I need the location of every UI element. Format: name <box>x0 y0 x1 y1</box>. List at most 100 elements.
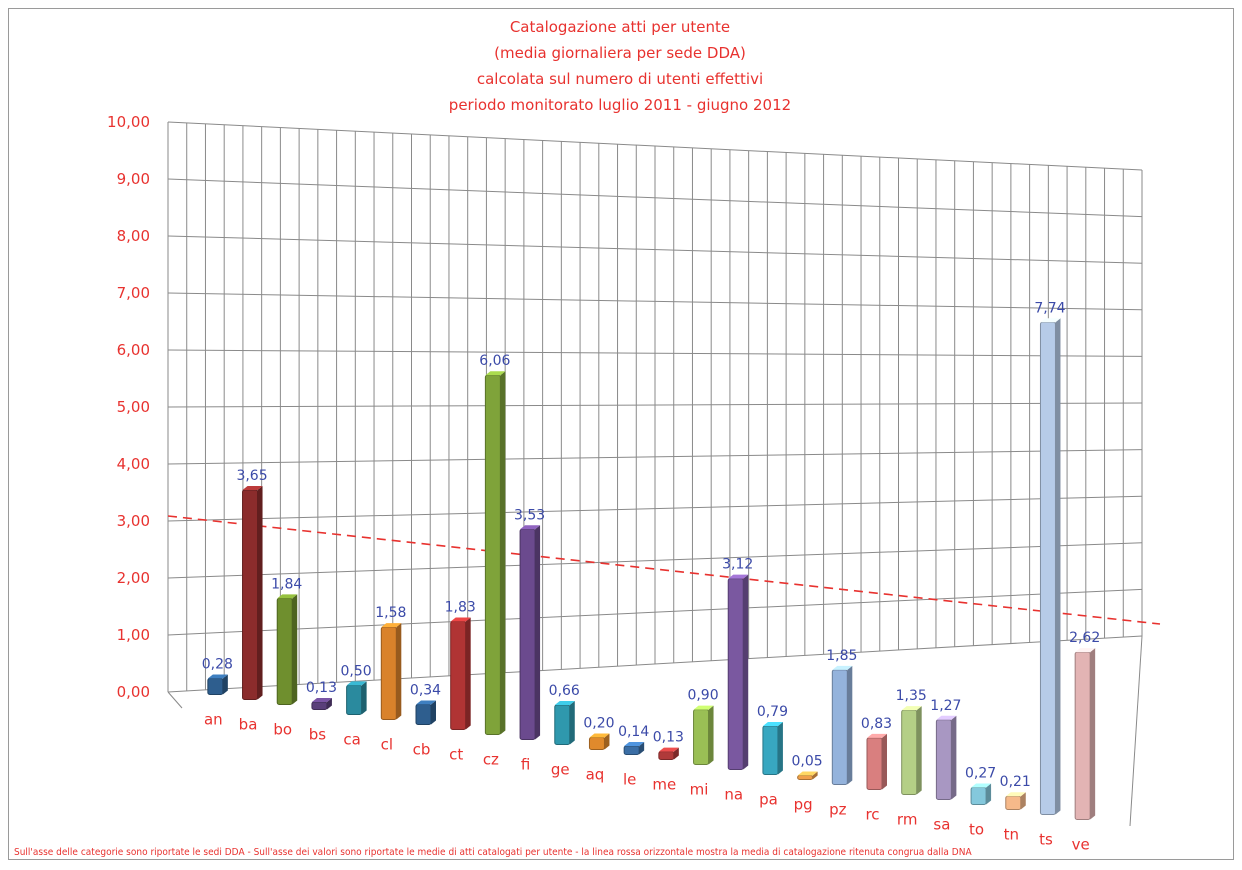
bar-side <box>569 701 575 745</box>
bar-top <box>1075 648 1096 653</box>
x-tick-label: ct <box>449 746 463 764</box>
bar-side <box>673 747 679 760</box>
value-label: 3,65 <box>236 468 267 484</box>
bar-top <box>971 783 992 788</box>
bar-top <box>936 715 957 720</box>
bar-side <box>1055 318 1061 815</box>
bar-top <box>589 733 610 738</box>
bar-side <box>1090 648 1096 820</box>
bar-top <box>901 706 922 711</box>
x-tick-label: mi <box>690 781 709 799</box>
bar-front <box>554 704 571 745</box>
value-labels: 0,283,651,840,130,501,580,341,836,063,53… <box>202 300 1100 790</box>
y-tick-label: 3,00 <box>117 512 150 530</box>
bar-top <box>381 623 402 628</box>
bar-le <box>623 742 645 755</box>
value-label: 1,83 <box>445 599 476 615</box>
title-line-3: calcolata sul numero di utenti effettivi <box>476 70 764 88</box>
y-tick-label: 4,00 <box>117 455 150 473</box>
bar-rm <box>901 706 922 796</box>
bar-front <box>380 626 397 721</box>
y-axis-ticks: 0,00 1,00 2,00 3,00 4,00 5,00 6,00 7,00 8,00 9,00… <box>107 113 150 701</box>
bar-side <box>708 705 714 765</box>
bar-side <box>777 721 783 775</box>
bar-front <box>415 704 432 726</box>
bar-side <box>812 771 818 780</box>
x-tick-label: fi <box>521 756 530 774</box>
bar-tn <box>1005 792 1026 811</box>
bar-front <box>831 669 848 785</box>
bar-top <box>450 617 471 622</box>
bar-side <box>535 525 541 740</box>
title-line-2: (media giornaliera per sede DDA) <box>494 44 746 62</box>
bar-top <box>242 485 263 490</box>
y-tick-label: 6,00 <box>117 341 150 359</box>
value-label: 0,66 <box>549 683 580 699</box>
x-tick-label: pg <box>794 796 813 814</box>
x-tick-label: bo <box>273 721 292 739</box>
bar-top <box>485 371 506 376</box>
bar-side <box>1020 792 1026 810</box>
bar-bo <box>276 594 298 705</box>
bar-front <box>242 489 259 700</box>
x-tick-label: ca <box>343 731 360 749</box>
bar-front <box>519 528 536 740</box>
bar-side <box>604 733 610 750</box>
x-tick-label: to <box>969 821 984 839</box>
bar-top <box>693 705 714 710</box>
bar-front <box>866 737 883 791</box>
x-tick-label: aq <box>586 766 605 784</box>
y-tick-label: 10,00 <box>107 113 150 131</box>
bar-ba <box>242 485 263 700</box>
bar-rc <box>866 733 887 791</box>
bar-side <box>847 665 853 785</box>
value-label: 0,27 <box>965 765 996 781</box>
value-label: 1,35 <box>896 688 927 704</box>
bar-top <box>728 574 749 579</box>
bar-pz <box>831 665 853 785</box>
bar-side <box>916 706 922 795</box>
x-tick-label: le <box>623 771 636 789</box>
bar-me <box>658 747 679 760</box>
bar-side <box>639 742 645 755</box>
bar-front <box>901 709 918 796</box>
x-tick-label: ts <box>1039 831 1053 849</box>
bar-front <box>1074 651 1091 820</box>
bar-front <box>623 745 640 755</box>
x-tick-label: cb <box>413 741 431 759</box>
bar-top <box>832 665 853 670</box>
bar-top <box>520 525 541 530</box>
x-tick-label: sa <box>933 816 950 834</box>
bars <box>207 318 1096 820</box>
bar-front <box>484 374 501 735</box>
bar-top <box>554 701 575 706</box>
bar-side <box>396 623 402 720</box>
bar-bs <box>311 697 332 711</box>
x-tick-label: rc <box>865 806 879 824</box>
bar-side <box>951 715 957 800</box>
bar-ca <box>346 681 367 715</box>
floor-edge <box>1129 635 1143 827</box>
bar-side <box>361 681 367 715</box>
bar-front <box>797 775 814 780</box>
x-tick-label: ve <box>1072 836 1090 854</box>
bar-sa <box>935 715 957 801</box>
bar-front <box>276 597 293 705</box>
bar-front <box>311 701 328 711</box>
value-label: 0,79 <box>757 704 788 720</box>
bar-an <box>207 674 228 696</box>
bar-top <box>277 594 298 599</box>
x-tick-label: me <box>652 776 676 794</box>
value-label: 3,53 <box>514 507 545 523</box>
bar-front <box>1005 795 1022 811</box>
y-tick-label: 9,00 <box>117 170 150 188</box>
value-label: 0,13 <box>653 730 684 746</box>
bar-front <box>207 678 224 696</box>
bar-top <box>311 697 332 702</box>
x-tick-label: ge <box>551 761 570 779</box>
bar-front <box>588 736 605 751</box>
y-tick-label: 5,00 <box>117 398 150 416</box>
bar-ts <box>1039 318 1061 815</box>
bar-front <box>762 725 779 775</box>
bar-to <box>970 783 992 806</box>
